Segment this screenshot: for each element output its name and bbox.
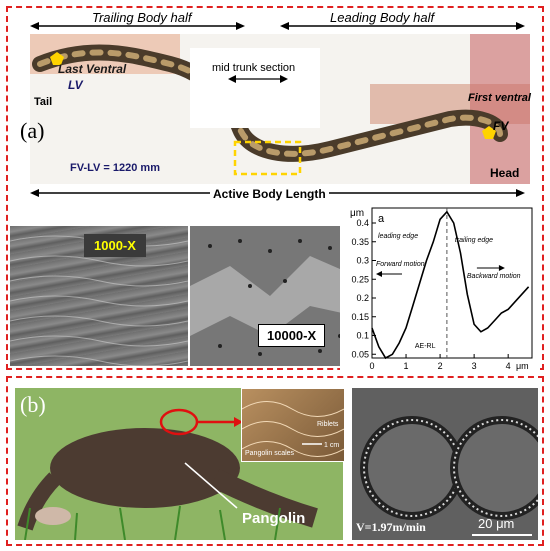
panel-a — [6, 6, 544, 370]
velocity-label: V=1.97m/min — [356, 520, 426, 534]
trailing-body-half-label: Trailing Body half — [92, 10, 192, 25]
y-tick-label: 0.3 — [356, 256, 369, 266]
forward-arrowhead — [376, 271, 382, 277]
top-arrows — [30, 22, 525, 30]
head-label: Head — [490, 166, 520, 180]
scale-20um-bar — [472, 534, 532, 536]
panel-a-label: (a) — [20, 118, 45, 143]
tail-label: Tail — [34, 96, 53, 108]
backward-arrowhead — [498, 265, 505, 271]
fv-label: FV — [493, 119, 509, 133]
x-tick-label: 1 — [404, 361, 409, 371]
ae-rl-label: AE-RL — [415, 343, 436, 350]
plot-frame — [371, 207, 533, 359]
pangolin-scales-inset — [241, 388, 345, 462]
y-unit: μm — [350, 208, 364, 219]
panel-b — [6, 376, 544, 546]
chart-panel-letter: a — [378, 213, 385, 225]
last-ventral-label: Last Ventral — [58, 62, 127, 76]
pangolin-label: Pangolin — [242, 510, 306, 527]
mid-trunk-box — [190, 48, 320, 128]
profile-chart: 0.05 0.1 0.15 0.2 0.25 0.3 0.35 0.4 0 1 2 3 4 μm μm a le… — [340, 200, 540, 375]
fv-lv-length: FV-LV = 1220 mm — [70, 162, 160, 174]
first-ventral-label: First ventral — [468, 92, 531, 104]
pangolin-scales-label: Pangolin scales — [245, 450, 295, 457]
trailing-edge-label: trailing edge — [455, 237, 493, 244]
backward-motion-label: Backward motion — [467, 273, 521, 280]
lv-label: LV — [68, 78, 83, 92]
sem-image-1000x — [10, 226, 188, 366]
scale-bar-1cm: 1 cm — [324, 442, 340, 449]
scale-20um-label: 20 μm — [478, 516, 515, 531]
mid-trunk-label: mid trunk section — [212, 62, 296, 74]
x-tick-label: 2 — [438, 361, 443, 371]
forward-motion-label: Forward motion — [376, 261, 425, 268]
profile-series-line — [371, 210, 530, 360]
sem-1000x-label: 1000-X — [84, 234, 146, 257]
leading-edge-label: leading edge — [378, 233, 418, 240]
y-tick-label: 0.05 — [351, 349, 369, 359]
y-tick-label: 0.25 — [351, 274, 369, 284]
x-tick-label: 4 — [506, 361, 511, 371]
riblet-sem-image — [352, 388, 538, 540]
mid-trunk-arrow — [228, 75, 288, 83]
x-tick-label: 3 — [472, 361, 477, 371]
y-tick-label: 0.1 — [356, 331, 369, 341]
y-tick-label: 0.35 — [351, 237, 369, 247]
leading-body-half-label: Leading Body half — [330, 10, 435, 25]
panel-b-label: (b) — [20, 392, 46, 417]
y-tick-label: 0.4 — [356, 218, 369, 228]
profile-chart-svg: 0.05 0.1 0.15 0.2 0.25 0.3 0.35 0.4 0 1 2 3 4 μm μm a le… — [350, 207, 533, 371]
riblets-label: Riblets — [317, 421, 339, 428]
x-unit: μm — [516, 361, 529, 371]
pangolin-photo — [15, 388, 343, 540]
y-tick-label: 0.15 — [351, 312, 369, 322]
x-tick-label: 0 — [369, 361, 374, 371]
y-tick-label: 0.2 — [356, 293, 369, 303]
sem-10000x-label: 10000-X — [258, 324, 326, 347]
active-body-length-label: Active Body Length — [210, 187, 329, 201]
